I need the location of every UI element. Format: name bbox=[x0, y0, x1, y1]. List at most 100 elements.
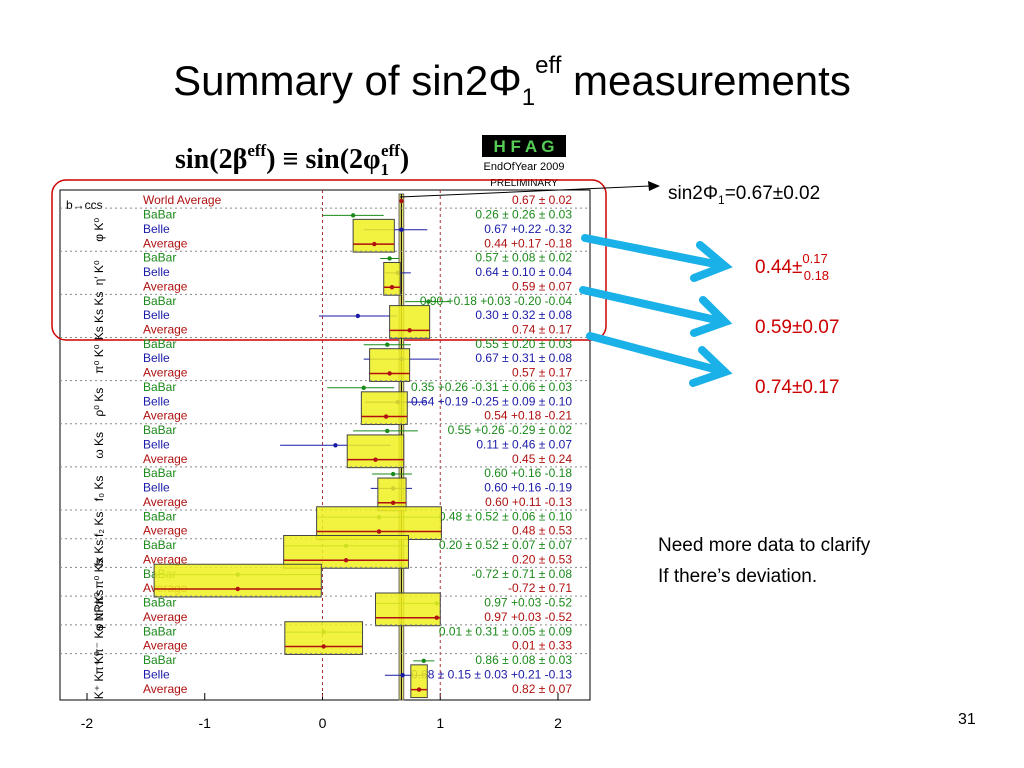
experiment-label: Average bbox=[143, 682, 188, 696]
experiment-label: Belle bbox=[143, 394, 170, 408]
experiment-label: BaBar bbox=[143, 624, 176, 638]
average-box bbox=[369, 348, 411, 382]
experiment-label: BaBar bbox=[143, 251, 176, 265]
point bbox=[390, 471, 396, 477]
experiment-label: Average bbox=[143, 524, 188, 538]
x-tick-label: 1 bbox=[436, 715, 444, 731]
x-tick-label: 2 bbox=[554, 715, 562, 731]
mode-label: φ K⁰ bbox=[92, 218, 106, 242]
result-label: 0.57 ± 0.17 bbox=[512, 366, 572, 380]
experiment-label: Average bbox=[143, 236, 188, 250]
experiment-label: BaBar bbox=[143, 423, 176, 437]
experiment-label: BaBar bbox=[143, 509, 176, 523]
result-label: 0.67 ± 0.31 ± 0.08 bbox=[475, 351, 572, 365]
experiment-label: Belle bbox=[143, 481, 170, 495]
average-box bbox=[374, 592, 441, 627]
average-box bbox=[410, 664, 428, 699]
result-label: 0.55 ± 0.20 ± 0.03 bbox=[475, 337, 572, 351]
experiment-label: Belle bbox=[143, 308, 170, 322]
channel-label: b→ccs bbox=[66, 198, 103, 212]
plot: -2 -1 0 1 2 b→ccs World Average 0.67 ± 0.02 BaBa… bbox=[60, 190, 590, 731]
experiment-label: Belle bbox=[143, 667, 170, 681]
result-label: 0.86 ± 0.08 ± 0.03 bbox=[475, 653, 572, 667]
average-box bbox=[153, 563, 322, 598]
mode-label: ω Ks bbox=[92, 432, 106, 459]
result-label: 0.82 ± 0.07 bbox=[512, 682, 572, 696]
result-label: 0.60 +0.16 -0.18 bbox=[484, 466, 572, 480]
result-label: 0.20 ± 0.53 bbox=[512, 552, 572, 566]
average-box bbox=[360, 391, 408, 426]
average-box bbox=[283, 535, 409, 569]
mode-label: η′ K⁰ bbox=[92, 260, 106, 285]
result-label: 0.97 +0.03 -0.52 bbox=[484, 610, 572, 624]
plot-frame bbox=[59, 189, 591, 701]
mode-label: f₀ Ks bbox=[92, 476, 106, 502]
x-tick-label: 0 bbox=[319, 715, 327, 731]
result-label: 0.44 +0.17 -0.18 bbox=[484, 236, 572, 250]
experiment-label: Average bbox=[143, 366, 188, 380]
point bbox=[235, 586, 240, 592]
point bbox=[372, 241, 377, 247]
point bbox=[373, 457, 378, 462]
result-label: 0.67 +0.22 -0.32 bbox=[484, 222, 572, 236]
arrows bbox=[579, 234, 733, 387]
mode-label: π⁰ π⁰ Ks bbox=[92, 558, 106, 605]
result-label: -0.72 ± 0.71 ± 0.08 bbox=[471, 567, 572, 581]
experiment-label: Belle bbox=[143, 437, 170, 451]
mode-label: π⁰ K⁰ bbox=[92, 344, 106, 373]
highlight-box bbox=[51, 179, 607, 341]
arrow bbox=[586, 332, 733, 387]
logo-box bbox=[482, 135, 566, 157]
experiment-label: BaBar bbox=[143, 653, 176, 667]
result-label: 0.59 ± 0.07 bbox=[512, 279, 572, 293]
result-label: 0.64 ± 0.10 ± 0.04 bbox=[475, 265, 572, 279]
experiment-label: Average bbox=[143, 279, 188, 293]
mode-label: f₂ Ks bbox=[92, 512, 106, 537]
result-label: 0.45 ± 0.24 bbox=[512, 452, 572, 466]
arrow bbox=[579, 286, 733, 337]
average-box bbox=[284, 621, 364, 655]
point bbox=[383, 414, 389, 419]
average-box bbox=[316, 506, 442, 541]
experiment-label: BaBar bbox=[143, 596, 176, 610]
result-label: 0.64 +0.19 -0.25 ± 0.09 ± 0.10 bbox=[411, 394, 572, 408]
page-number: 31 bbox=[958, 711, 976, 728]
result-label: 0.60 +0.16 -0.19 bbox=[484, 481, 572, 495]
point bbox=[387, 256, 392, 261]
point bbox=[343, 558, 349, 563]
x-tick-label: -1 bbox=[199, 715, 212, 731]
mode-label: π⁺ π⁻ Ks NR bbox=[92, 604, 106, 675]
result-label: 0.30 ± 0.32 ± 0.08 bbox=[475, 308, 572, 322]
mode-label: ρ⁰ Ks bbox=[92, 388, 106, 417]
logo-name: H F A G bbox=[493, 137, 554, 156]
mode-label: fx Ks bbox=[92, 540, 106, 567]
callout: 0.44±0.17 0.18 bbox=[755, 251, 829, 283]
experiment-label: BaBar bbox=[143, 208, 176, 222]
note: Need more data to clarify bbox=[658, 535, 871, 556]
experiment-label: BaBar bbox=[143, 337, 176, 351]
experiment-label: Average bbox=[143, 495, 188, 509]
pointer bbox=[399, 185, 651, 198]
result-label: 0.97 +0.03 -0.52 bbox=[484, 596, 572, 610]
logo-edition: EndOfYear 2009 bbox=[484, 161, 565, 173]
result-label: -0.72 ± 0.71 bbox=[508, 581, 572, 595]
result-label: 0.11 ± 0.46 ± 0.07 bbox=[476, 437, 572, 451]
result-label: 0.60 +0.11 -0.13 bbox=[485, 495, 572, 509]
logo-status: PRELIMINARY bbox=[490, 178, 558, 189]
experiment-label: BaBar bbox=[143, 380, 176, 394]
point bbox=[400, 673, 405, 678]
x-tick-label: -2 bbox=[81, 715, 94, 731]
average-box bbox=[346, 434, 405, 469]
result-label: 0.57 ± 0.08 ± 0.02 bbox=[475, 251, 572, 265]
point bbox=[390, 500, 396, 505]
point bbox=[399, 227, 404, 232]
callout: 0.59±0.07 bbox=[755, 317, 839, 338]
experiment-label: Average bbox=[143, 409, 188, 423]
experiment-label: Belle bbox=[143, 222, 170, 236]
experiment-label: Average bbox=[143, 323, 188, 337]
average-box bbox=[377, 477, 407, 512]
point bbox=[434, 615, 439, 620]
slide-title: Summary of sin2Φ1eff measurements bbox=[173, 52, 851, 111]
point bbox=[407, 328, 412, 333]
result-label: 0.01 ± 0.31 ± 0.05 ± 0.09 bbox=[439, 624, 573, 638]
